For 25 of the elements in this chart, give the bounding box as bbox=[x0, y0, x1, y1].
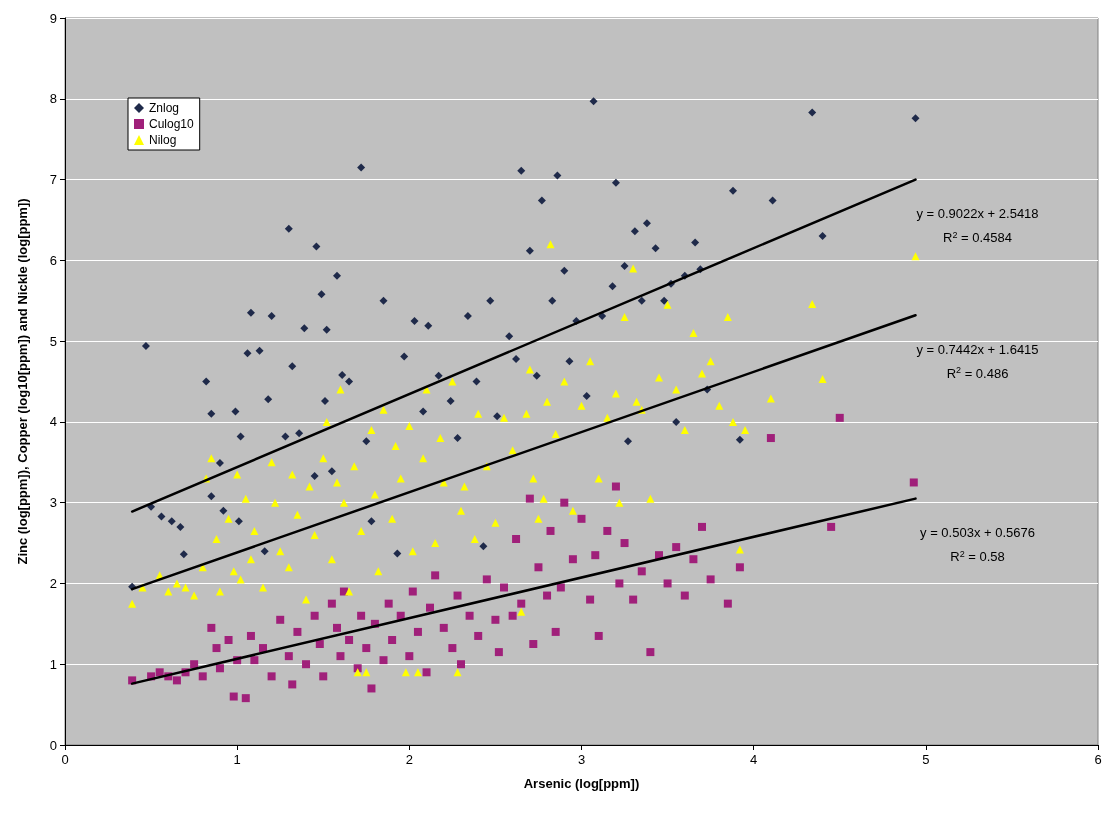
x-tick-label: 4 bbox=[750, 752, 758, 767]
y-tick-label: 6 bbox=[49, 252, 57, 268]
legend-label: Nilog bbox=[149, 133, 177, 147]
x-tick-label: 6 bbox=[1094, 752, 1102, 767]
legend-label: Znlog bbox=[149, 101, 180, 115]
y-tick-label: 0 bbox=[49, 737, 57, 753]
y-tick-label: 8 bbox=[49, 91, 57, 107]
annotation: y = 0.7442x + 1.6415 bbox=[916, 341, 1039, 357]
y-tick-label: 7 bbox=[49, 172, 57, 188]
annotation: y = 0.9022x + 2.5418 bbox=[916, 206, 1039, 222]
y-tick-label: 9 bbox=[49, 10, 57, 26]
y-tick-label: 5 bbox=[49, 333, 57, 349]
annotation: y = 0.503x + 0.5676 bbox=[920, 525, 1035, 541]
x-tick-label: 3 bbox=[577, 752, 586, 767]
x-axis-title: Arsenic (log[ppm]) bbox=[523, 776, 640, 791]
legend-label: Culog10 bbox=[149, 117, 195, 131]
x-tick-label: 2 bbox=[405, 752, 413, 767]
y-tick-label: 3 bbox=[49, 495, 57, 511]
y-tick-label: 2 bbox=[49, 575, 57, 591]
y-tick-label: 1 bbox=[49, 656, 57, 672]
y-axis-title: Zinc (log[ppm]), Copper (log10[ppm]) and Nickle (log[ppm]) bbox=[15, 198, 30, 565]
x-tick-label: 1 bbox=[233, 752, 241, 767]
x-tick-label: 0 bbox=[61, 752, 69, 767]
x-tick-label: 5 bbox=[922, 752, 930, 767]
y-tick-label: 4 bbox=[49, 414, 57, 430]
